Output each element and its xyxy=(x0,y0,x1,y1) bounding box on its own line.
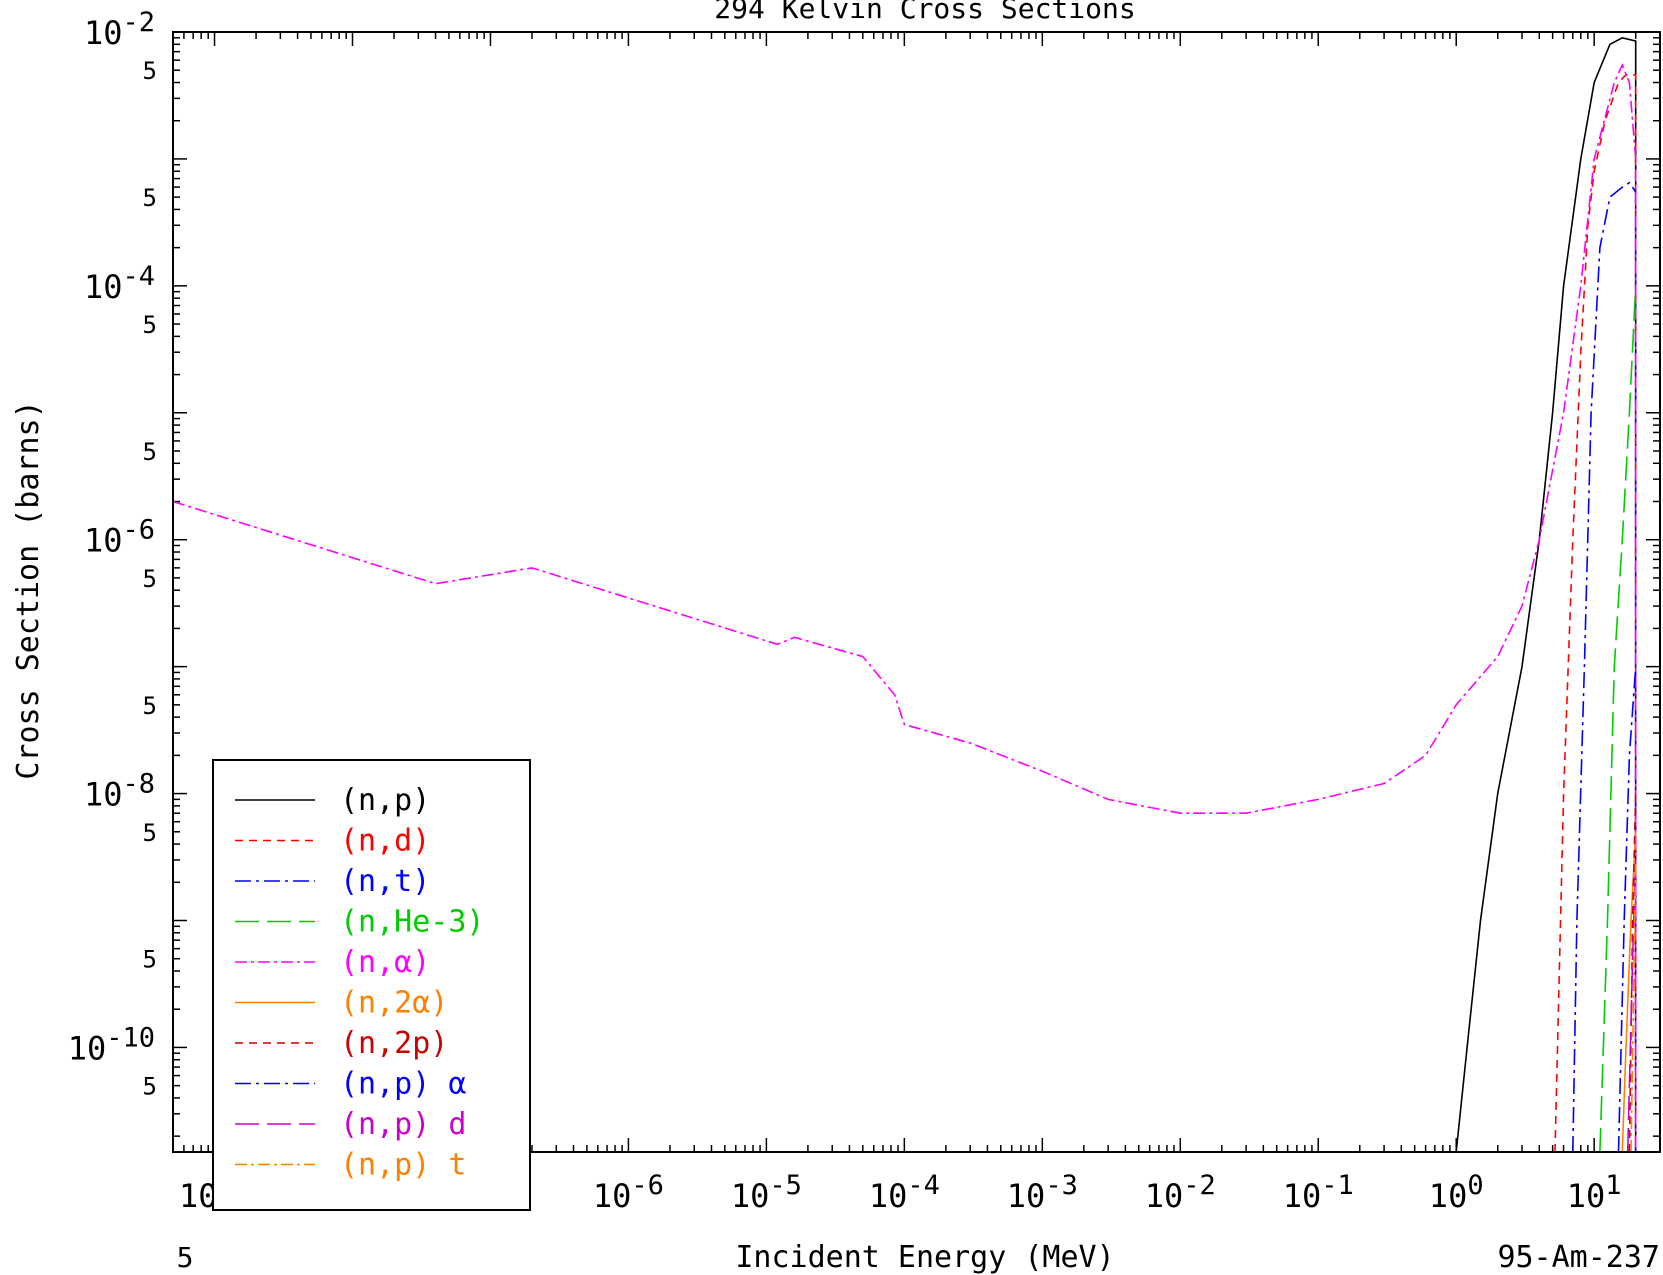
chart-title: 294 Kelvin Cross Sections xyxy=(714,0,1135,25)
y-axis-label: Cross Section (barns) xyxy=(11,400,46,779)
legend-label: (n,d) xyxy=(340,824,430,859)
legend-label: (n,He-3) xyxy=(340,905,485,940)
y-tick-labels: 10-2 10-4 10-6 10-8 10-10 5 5 5 5 5 5 5 5 5 xyxy=(68,7,157,1101)
legend-label: (n,p) xyxy=(340,783,430,818)
legend-label: (n,p) d xyxy=(340,1107,466,1142)
legend-label: (n,t) xyxy=(340,864,430,899)
x-tick-label: 10-3 xyxy=(1007,1170,1078,1215)
series-line xyxy=(1617,666,1637,1153)
legend: (n,p) (n,d) (n,t) (n,He-3) (n,α) (n,2α) (n,2p)… xyxy=(212,759,531,1211)
x-tick-label: 100 xyxy=(1429,1170,1484,1215)
y-minor-tick-label: 5 xyxy=(143,819,157,847)
series-line xyxy=(1599,285,1637,1153)
y-minor-tick-label: 5 xyxy=(143,692,157,720)
x-tick-label: 10-1 xyxy=(1283,1170,1354,1215)
legend-box xyxy=(212,759,531,1211)
y-tick-label: 10-6 xyxy=(84,515,155,560)
legend-label: (n,2p) xyxy=(340,1026,448,1061)
series-line xyxy=(1628,793,1637,1153)
y-tick-label: 10-4 xyxy=(84,261,155,306)
footer-isotope-label: 95-Am-237 xyxy=(1497,1240,1660,1275)
x-tick-label: 10-2 xyxy=(1145,1170,1216,1215)
legend-label: (n,2α) xyxy=(340,986,448,1021)
y-minor-tick-label: 5 xyxy=(143,946,157,974)
series-line xyxy=(1630,859,1637,1153)
x-min-label: 5 xyxy=(177,1241,194,1274)
series-line xyxy=(172,62,1637,1152)
legend-label: (n,α) xyxy=(340,945,430,980)
y-tick-label: 10-2 xyxy=(84,7,155,52)
y-minor-tick-label: 5 xyxy=(143,57,157,85)
x-axis-label: Incident Energy (MeV) xyxy=(735,1240,1114,1275)
legend-label: (n,p) α xyxy=(340,1067,466,1102)
plot-frame xyxy=(172,31,1661,1153)
series-lines xyxy=(172,36,1637,1153)
x-tick-label: 10-6 xyxy=(593,1170,664,1215)
y-tick-label: 10-10 xyxy=(68,1022,155,1067)
y-minor-tick-label: 5 xyxy=(143,184,157,212)
y-minor-tick-label: 5 xyxy=(143,311,157,339)
y-minor-tick-label: 5 xyxy=(143,1073,157,1101)
y-minor-tick-label: 5 xyxy=(143,438,157,466)
y-tick-label: 10-8 xyxy=(84,769,155,814)
x-tick-label: 10-4 xyxy=(869,1170,940,1215)
x-tick-label: 101 xyxy=(1567,1170,1622,1215)
series-line xyxy=(1455,36,1637,1153)
x-tick-label: 10-5 xyxy=(731,1170,802,1215)
y-minor-tick-label: 5 xyxy=(143,565,157,593)
series-line xyxy=(1572,181,1637,1153)
legend-label: (n,p) t xyxy=(340,1148,466,1183)
series-line xyxy=(1621,831,1637,1153)
series-line xyxy=(1554,74,1637,1153)
